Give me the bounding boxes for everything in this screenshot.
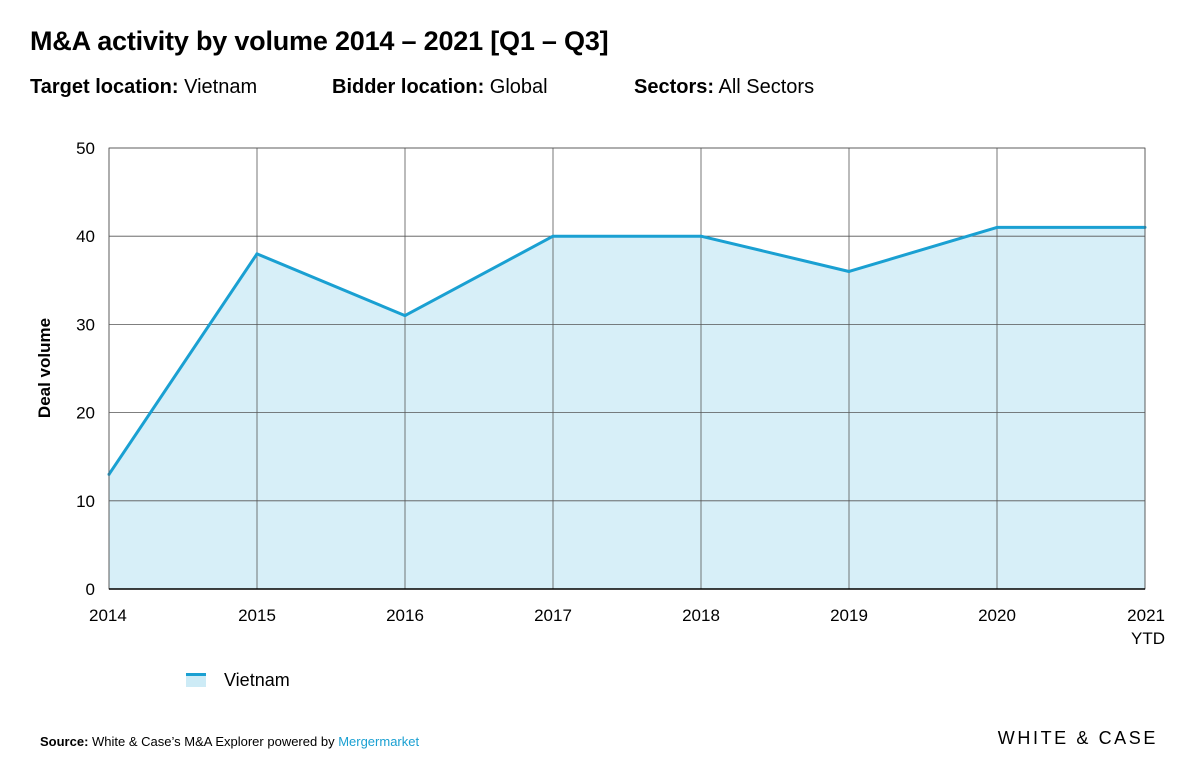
y-axis-title: Deal volume (35, 318, 54, 418)
source-link-mergermarket[interactable]: Mergermarket (338, 734, 420, 749)
filter-target-value: Vietnam (184, 76, 258, 98)
legend-label-vietnam: Vietnam (224, 669, 290, 690)
white-and-case-logo: WHITE & CASE (997, 728, 1158, 748)
filter-target-location: Target location: Vietnam (30, 76, 257, 99)
area-layer (109, 227, 1145, 589)
source-note: Source: White & Case’s M&A Explorer powe… (40, 734, 419, 749)
x-tick-label-6: 2020 (978, 606, 1016, 625)
y-tick-label-40: 40 (76, 227, 95, 246)
filter-target-label: Target location: (30, 76, 179, 98)
area-fill-0 (109, 227, 1145, 589)
series-line-0 (107, 225, 1145, 476)
y-tick-label-0: 0 (86, 580, 95, 599)
line-layer (107, 225, 1147, 476)
x-tick-label-7: 2021 (1127, 606, 1165, 625)
data-point-0-4 (699, 234, 703, 238)
x-tick-label-0: 2014 (89, 606, 127, 625)
x-tick-label-1: 2015 (238, 606, 276, 625)
filter-bidder-label: Bidder location: (332, 76, 485, 98)
x-tick-label-3: 2017 (534, 606, 572, 625)
x-tick-label-5: 2019 (830, 606, 868, 625)
data-point-0-5 (847, 269, 851, 273)
filter-sectors-value: All Sectors (718, 76, 815, 98)
y-tick-label-20: 20 (76, 404, 95, 423)
area-chart: 0 10 20 30 40 50 2014 2015 2016 2017 2018 2019 2020 2… (35, 139, 1165, 648)
y-tick-label-30: 30 (76, 315, 95, 334)
data-point-0-1 (255, 252, 259, 256)
filter-sectors: Sectors: All Sectors (634, 76, 814, 99)
chart-title: M&A activity by volume 2014 – 2021 [Q1 –… (30, 26, 609, 56)
data-point-0-3 (551, 234, 555, 238)
filter-bidder-value: Global (489, 76, 548, 98)
x-tick-label-4: 2018 (682, 606, 720, 625)
data-point-0-2 (403, 314, 407, 318)
axis-layer: 0 10 20 30 40 50 2014 2015 2016 2017 2018 2019 2020 2… (76, 139, 1165, 648)
legend-swatch-vietnam (186, 673, 206, 687)
source-text: White & Case’s M&A Explorer powered by (92, 734, 335, 749)
y-tick-label-50: 50 (76, 139, 95, 158)
source-label: Source: (40, 734, 89, 749)
filter-sectors-label: Sectors: (634, 76, 715, 98)
filter-bidder-location: Bidder location: Global (332, 76, 548, 99)
y-tick-label-10: 10 (76, 492, 95, 511)
x-tick-label-2: 2016 (386, 606, 424, 625)
chart-legend: Vietnam (186, 668, 290, 692)
x-tick-label-7-line1: YTD (1131, 629, 1165, 648)
data-point-0-6 (995, 225, 999, 229)
